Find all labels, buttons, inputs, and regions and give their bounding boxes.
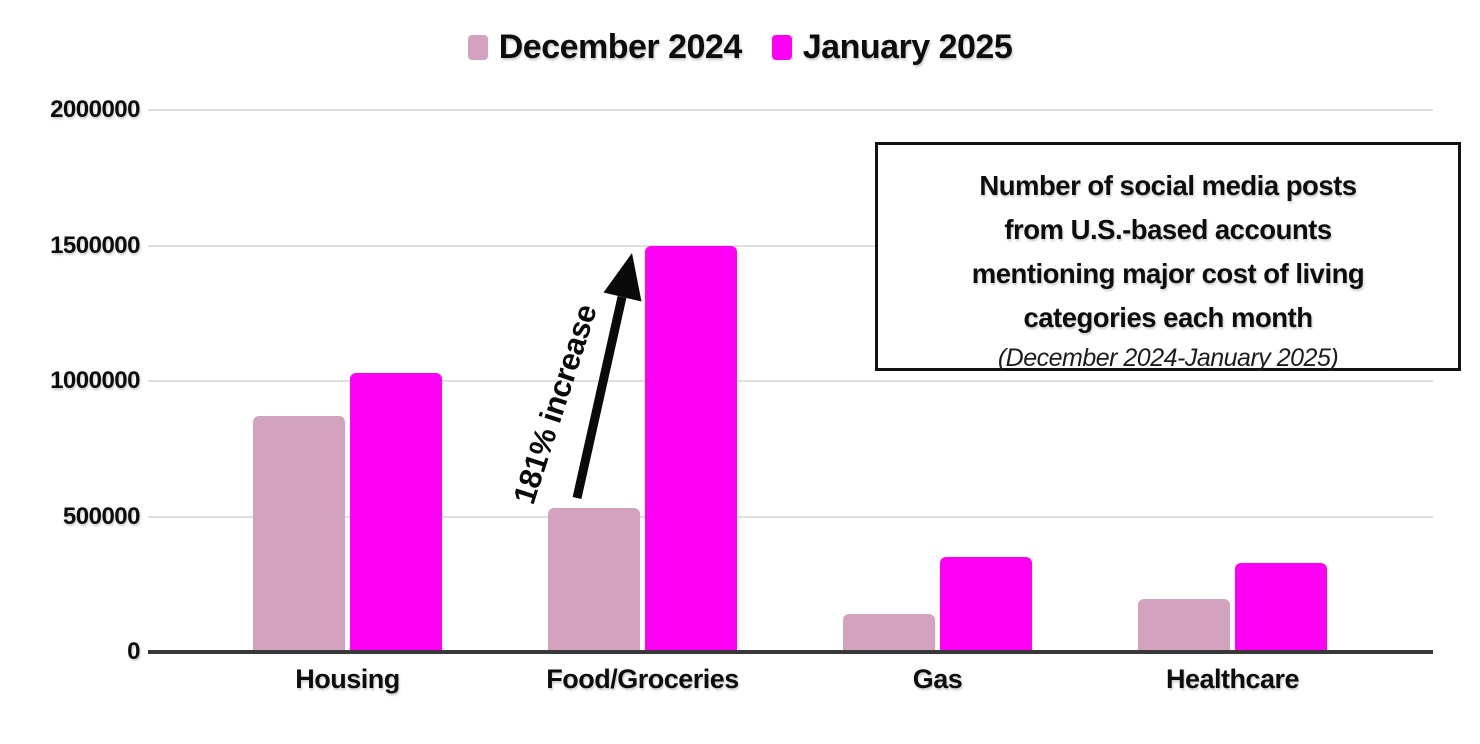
bar-housing-january-2025 [350, 372, 442, 652]
gridline-2000000 [148, 109, 1433, 111]
legend-label-december-2024: December 2024 [498, 28, 743, 66]
annotation-line: mentioning major cost of living [971, 258, 1365, 289]
y-tick-0: 0 [127, 638, 140, 665]
bar-gas-december-2024 [843, 614, 935, 652]
annotation-subtitle: (December 2024-January 2025) [997, 344, 1339, 372]
bar-housing-december-2024 [253, 416, 345, 652]
bar-healthcare-december-2024 [1138, 599, 1230, 652]
x-label-gas: Gas [912, 664, 963, 694]
bar-group-gas [790, 110, 1085, 652]
legend-item-december-2024: December 2024 [467, 28, 743, 67]
x-axis-line [148, 650, 1433, 654]
bar-groups [200, 110, 1380, 652]
x-axis-labels: Housing Food/Groceries Gas Healthcare [200, 664, 1380, 695]
legend-swatch-january-2025 [771, 35, 792, 60]
y-tick-1500000: 1500000 [50, 232, 140, 259]
bar-group-food-groceries [495, 110, 790, 652]
legend-swatch-december-2024 [467, 35, 488, 60]
x-label-food-groceries: Food/Groceries [546, 664, 739, 694]
annotation-line: from U.S.-based accounts [1004, 214, 1332, 245]
y-tick-2000000: 2000000 [50, 96, 140, 123]
annotation-line: Number of social media posts [979, 170, 1357, 201]
bar-group-housing [200, 110, 495, 652]
legend-label-january-2025: January 2025 [802, 28, 1013, 66]
y-tick-500000: 500000 [62, 503, 141, 530]
bar-gas-january-2025 [940, 557, 1032, 652]
gridline-1500000 [148, 244, 1433, 247]
y-tick-1000000: 1000000 [50, 367, 140, 394]
bar-healthcare-january-2025 [1235, 562, 1327, 652]
gridline-1000000 [148, 380, 1433, 382]
bar-food-groceries-december-2024 [548, 508, 640, 652]
gridline-500000 [148, 515, 1433, 518]
bar-food-groceries-january-2025 [645, 245, 737, 652]
bar-group-healthcare [1085, 110, 1380, 652]
annotation-box: Number of social media posts from U.S.-b… [875, 142, 1461, 372]
annotation-line: categories each month [1023, 302, 1313, 333]
legend-item-january-2025: January 2025 [771, 28, 1013, 67]
x-label-healthcare: Healthcare [1165, 664, 1300, 694]
legend: December 2024 January 2025 [0, 28, 1480, 67]
plot-area [148, 109, 1433, 654]
x-label-housing: Housing [295, 664, 400, 694]
